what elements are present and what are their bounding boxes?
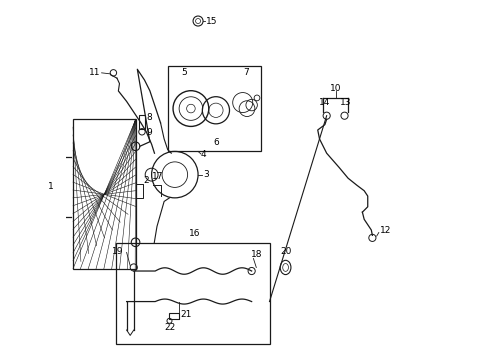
Text: 8: 8 [146, 113, 152, 122]
Text: 15: 15 [205, 17, 217, 26]
Text: 19: 19 [112, 247, 123, 256]
Bar [73, 119, 135, 269]
Text: 9: 9 [146, 129, 152, 138]
Bar [116, 243, 269, 344]
Text: 20: 20 [279, 247, 291, 256]
Text: 2: 2 [143, 176, 149, 185]
Text: 4: 4 [201, 150, 206, 159]
Text: 21: 21 [180, 310, 191, 319]
Bar [139, 114, 144, 129]
Text: 10: 10 [329, 84, 341, 93]
Text: 1: 1 [48, 182, 54, 191]
Text: 22: 22 [164, 323, 176, 332]
Text: 12: 12 [379, 226, 390, 235]
Text: 18: 18 [251, 251, 262, 260]
Text: 11: 11 [89, 68, 101, 77]
Text: 7: 7 [243, 68, 249, 77]
Text: 3: 3 [203, 170, 209, 179]
Text: 17: 17 [151, 172, 163, 181]
Text: 13: 13 [339, 98, 350, 107]
Bar [167, 66, 260, 152]
Text: 14: 14 [319, 98, 330, 107]
Text: 6: 6 [213, 138, 218, 147]
Text: 5: 5 [181, 68, 186, 77]
Bar [169, 313, 179, 319]
Text: 16: 16 [188, 229, 200, 238]
